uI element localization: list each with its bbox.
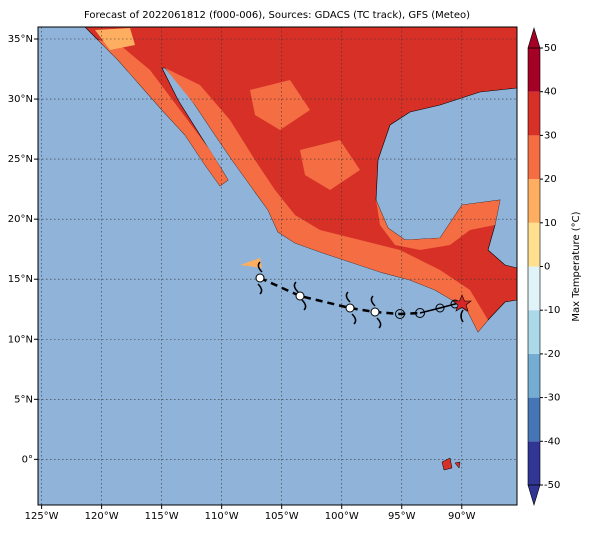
x-tick-label: 110°W	[205, 511, 239, 522]
y-tick-label: 30°N	[8, 94, 33, 105]
map-frame	[37, 26, 518, 506]
storm-track	[255, 261, 472, 329]
colorbar-tick-label: 20	[544, 174, 557, 185]
x-tick-label: 115°W	[145, 511, 179, 522]
colorbar-tick-label: -40	[544, 436, 560, 447]
storm-point	[255, 273, 265, 283]
colorbar-tick-label: 0	[544, 262, 550, 273]
colorbar-segment	[528, 310, 540, 354]
storm-point	[435, 303, 445, 313]
colorbar: -50 -40 -30 -20 -10 0 10 20 30 40 50 Max Temperatur…	[527, 26, 582, 507]
y-tick-label: 20°N	[8, 214, 33, 225]
colorbar-segment	[528, 441, 540, 485]
x-tick-label: 100°W	[325, 511, 359, 522]
colorbar-tick-label: 10	[544, 218, 557, 229]
colorbar-tick-label: 30	[544, 130, 557, 141]
colorbar-tick-label: -50	[544, 480, 560, 491]
y-tick-label: 35°N	[8, 34, 33, 45]
colorbar-segment	[528, 135, 540, 180]
x-tick-label: 120°W	[85, 511, 119, 522]
storm-point	[370, 307, 380, 317]
storm-symbol	[257, 261, 464, 329]
colorbar-segment	[528, 179, 540, 223]
storm-point	[415, 308, 425, 318]
colorbar-extend-bottom	[527, 484, 541, 507]
x-tick-label: 125°W	[25, 511, 59, 522]
y-tick-label: 15°N	[8, 274, 33, 285]
y-tick-label: 5°N	[14, 394, 33, 405]
colorbar-segment	[528, 353, 540, 398]
land	[84, 27, 517, 471]
x-tick-label: 95°W	[388, 511, 416, 522]
y-tick-label: 0°	[22, 454, 33, 465]
colorbar-label: Max Temperature (°C)	[571, 211, 582, 321]
colorbar-segment	[528, 222, 540, 267]
colorbar-extend-top	[527, 26, 541, 49]
colorbar-segment	[528, 91, 540, 136]
colorbar-tick-label: 40	[544, 87, 557, 98]
track-forecast	[259, 276, 421, 316]
x-tick-label: 105°W	[265, 511, 299, 522]
map-title: Forecast of 2022061812 (f000-006), Sourc…	[84, 10, 470, 21]
x-tick-label: 90°W	[448, 511, 476, 522]
colorbar-tick-label: -20	[544, 349, 560, 360]
storm-point	[395, 309, 405, 319]
colorbar-segment	[528, 397, 540, 442]
y-tick-label: 10°N	[8, 334, 33, 345]
colorbar-segment	[528, 266, 540, 311]
current-position	[452, 294, 472, 312]
storm-point	[345, 303, 355, 313]
y-tick-label: 25°N	[8, 154, 33, 165]
colorbar-segment	[528, 48, 540, 92]
warm-zone	[98, 40, 500, 332]
colorbar-tick-label: 50	[544, 43, 557, 54]
colorbar-tick-label: -30	[544, 393, 560, 404]
storm-point	[295, 291, 305, 301]
colorbar-tick-label: -10	[544, 305, 560, 316]
